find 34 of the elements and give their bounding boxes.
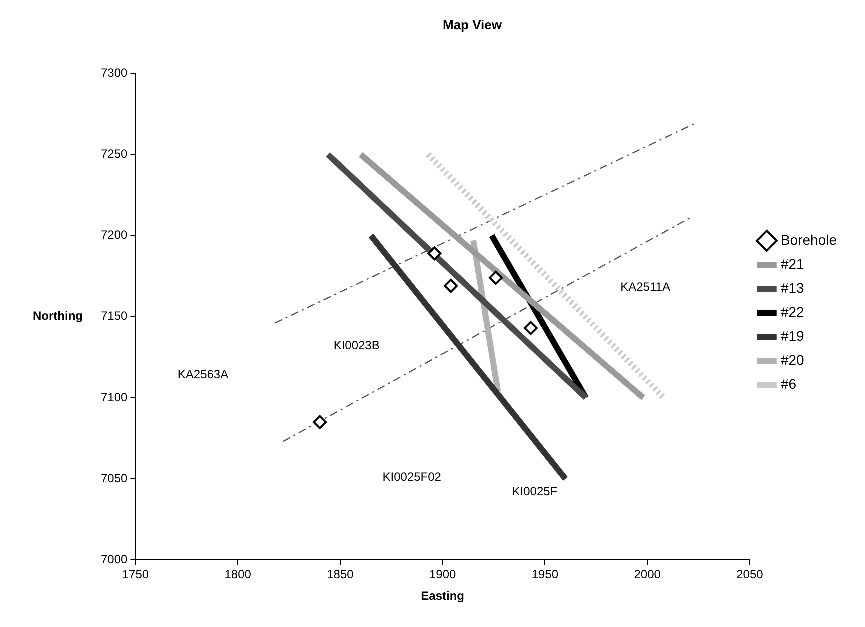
y-tick-label: 7000	[100, 552, 128, 567]
x-tick-label: 1900	[429, 568, 456, 582]
point	[524, 321, 538, 336]
y-tick-label: 7250	[100, 147, 128, 162]
x-tick-label: 1950	[532, 568, 559, 582]
y-tick-label: 7300	[100, 66, 128, 80]
x-tick-label: 1750	[122, 568, 150, 582]
x-tick-label: 2050	[736, 568, 764, 582]
chart-title: Map View	[442, 17, 503, 32]
legend-label: Borehole	[780, 232, 838, 248]
annotation: KA2511A	[620, 280, 670, 294]
point	[489, 270, 504, 285]
legend-label: #6	[780, 376, 797, 392]
legend-label: #22	[780, 304, 805, 320]
point	[444, 279, 458, 294]
legend-label: #19	[780, 328, 805, 344]
legend-label: #20	[780, 352, 805, 368]
point	[428, 246, 442, 261]
y-tick-label: 7100	[100, 390, 128, 404]
x-tick-label: 1800	[224, 568, 252, 582]
x-axis-title: Easting	[421, 589, 464, 604]
annotation: KA2563A	[178, 368, 229, 382]
x-tick-label: 1850	[327, 568, 354, 582]
annotation: KI0025F02	[382, 470, 442, 484]
y-tick-label: 7150	[100, 309, 128, 324]
y-axis-title: Northing	[33, 309, 83, 324]
y-tick-label: 7050	[100, 471, 128, 486]
annotation: KI0023B	[334, 338, 380, 352]
annotation: KI0025F	[512, 484, 558, 498]
legend-label: #13	[780, 280, 805, 296]
y-tick-label: 7200	[100, 228, 128, 242]
point	[312, 415, 327, 430]
legend-label: #21	[780, 256, 805, 272]
x-tick-label: 2000	[634, 568, 662, 582]
